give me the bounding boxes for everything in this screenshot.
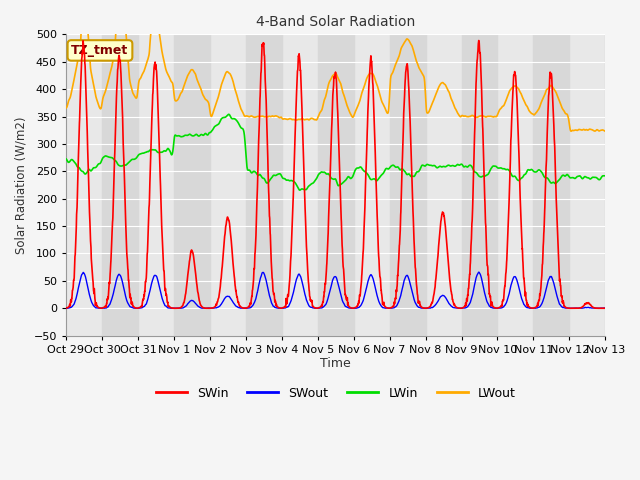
Bar: [174, 35, 210, 336]
Bar: [534, 35, 570, 336]
Bar: [605, 35, 640, 336]
X-axis label: Time: Time: [320, 358, 351, 371]
Legend: SWin, SWout, LWin, LWout: SWin, SWout, LWin, LWout: [150, 382, 521, 405]
Bar: [102, 35, 138, 336]
Bar: [246, 35, 282, 336]
Title: 4-Band Solar Radiation: 4-Band Solar Radiation: [256, 15, 415, 29]
Bar: [461, 35, 497, 336]
Text: TZ_tmet: TZ_tmet: [71, 44, 129, 57]
Y-axis label: Solar Radiation (W/m2): Solar Radiation (W/m2): [15, 116, 28, 254]
Bar: [390, 35, 426, 336]
Bar: [317, 35, 354, 336]
